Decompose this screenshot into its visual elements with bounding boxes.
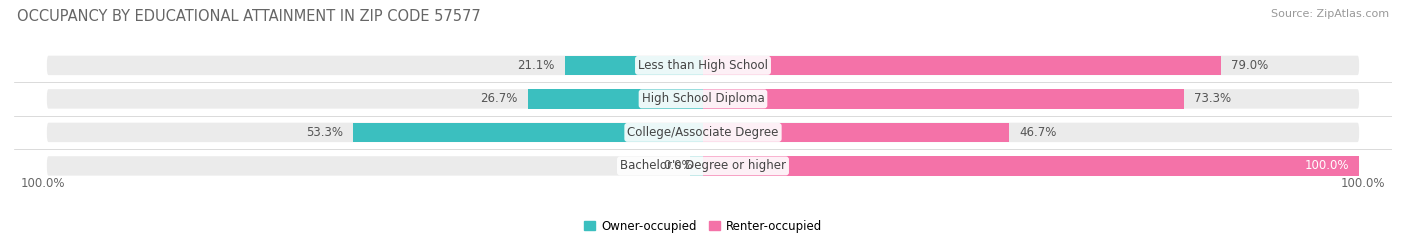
Legend: Owner-occupied, Renter-occupied: Owner-occupied, Renter-occupied: [579, 215, 827, 233]
Text: High School Diploma: High School Diploma: [641, 93, 765, 105]
Text: 0.0%: 0.0%: [664, 159, 693, 172]
Text: Less than High School: Less than High School: [638, 59, 768, 72]
Bar: [703, 89, 1184, 109]
Text: 26.7%: 26.7%: [481, 93, 517, 105]
Text: OCCUPANCY BY EDUCATIONAL ATTAINMENT IN ZIP CODE 57577: OCCUPANCY BY EDUCATIONAL ATTAINMENT IN Z…: [17, 9, 481, 24]
Text: 100.0%: 100.0%: [21, 177, 65, 190]
Text: 100.0%: 100.0%: [1305, 159, 1350, 172]
FancyBboxPatch shape: [46, 89, 1360, 109]
Bar: [703, 156, 1360, 176]
FancyBboxPatch shape: [46, 123, 1360, 142]
Text: 46.7%: 46.7%: [1019, 126, 1057, 139]
Text: 53.3%: 53.3%: [307, 126, 343, 139]
FancyBboxPatch shape: [46, 56, 1360, 75]
FancyBboxPatch shape: [46, 156, 1360, 176]
Text: Source: ZipAtlas.com: Source: ZipAtlas.com: [1271, 9, 1389, 19]
Bar: [353, 123, 703, 142]
Bar: [690, 156, 703, 176]
Text: 100.0%: 100.0%: [1341, 177, 1385, 190]
Bar: [703, 56, 1222, 75]
Text: 79.0%: 79.0%: [1232, 59, 1268, 72]
Bar: [565, 56, 703, 75]
Bar: [527, 89, 703, 109]
Bar: [703, 123, 1010, 142]
Text: College/Associate Degree: College/Associate Degree: [627, 126, 779, 139]
Text: 21.1%: 21.1%: [517, 59, 555, 72]
Text: Bachelor's Degree or higher: Bachelor's Degree or higher: [620, 159, 786, 172]
Text: 73.3%: 73.3%: [1194, 93, 1230, 105]
